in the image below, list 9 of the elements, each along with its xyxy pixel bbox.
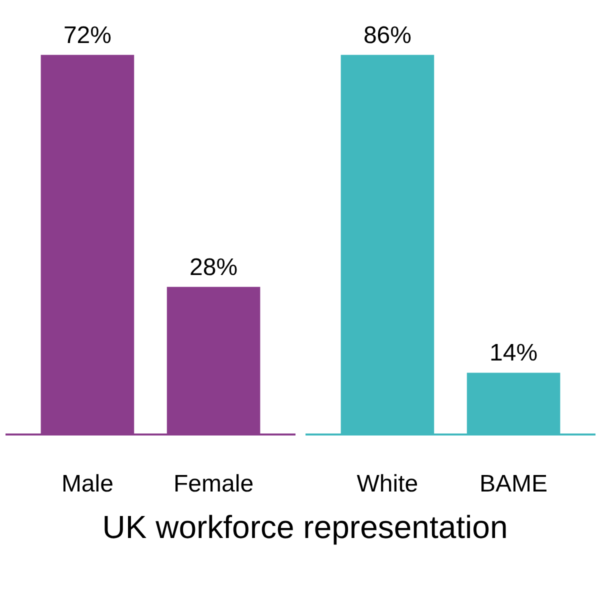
text: UK workforce representation (101, 508, 509, 547)
data-label: 86% (363, 22, 412, 49)
x-tick-label: Female (174, 470, 254, 498)
data-label: 14% (490, 340, 538, 367)
x-tick-label: Male (61, 470, 114, 498)
data-label: 72% (63, 22, 112, 49)
x-tick-label: White (356, 470, 418, 498)
data-label: 28% (190, 254, 238, 281)
x-tick-label: BAME (480, 470, 548, 498)
